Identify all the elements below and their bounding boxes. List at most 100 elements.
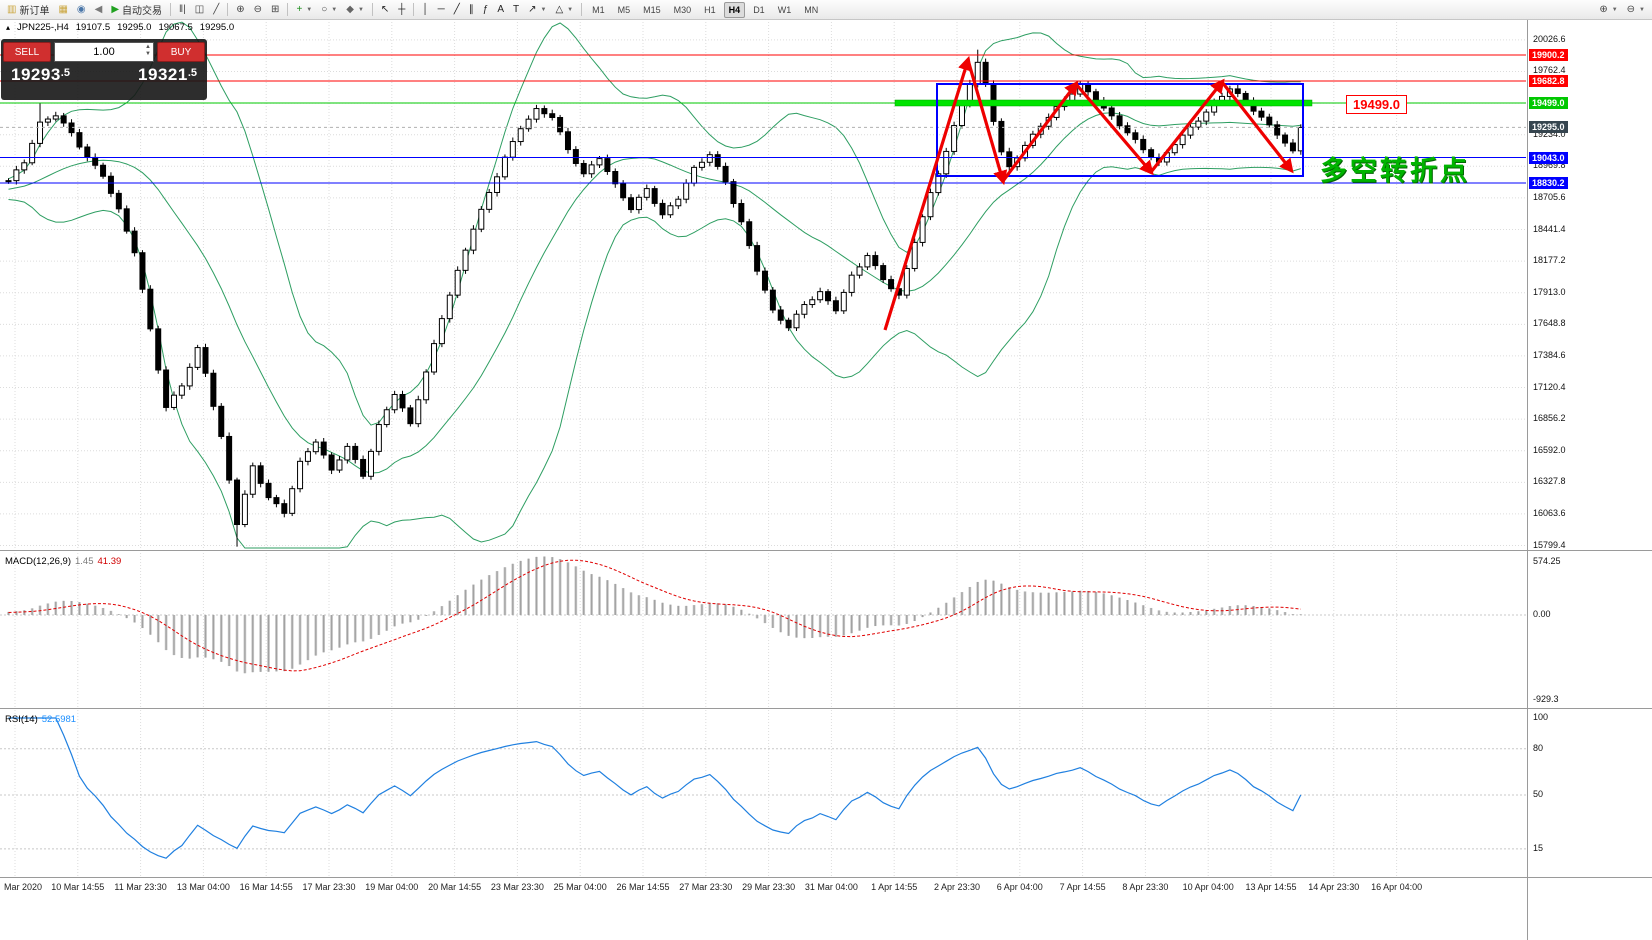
price-badge-19499.0: 19499.0 [1529, 97, 1568, 109]
timeframe-h4[interactable]: H4 [723, 1, 746, 18]
time-label: 17 Mar 23:30 [302, 882, 356, 892]
price-badge-19295.0: 19295.0 [1529, 121, 1568, 134]
arrow-tool-icon[interactable]: ↗ ▼ [524, 1, 550, 18]
timeframe-d1[interactable]: D1 [753, 4, 765, 15]
timeframe-m1[interactable]: M1 [592, 4, 605, 15]
time-axis[interactable]: Mar 2020 10 Mar 14:55 11 Mar 23:30 13 Mar 0… [0, 879, 1526, 896]
line-chart-icon[interactable]: ╱ [209, 1, 223, 18]
timeframe-w1[interactable]: W1 [777, 4, 792, 15]
magnifier-menu-icon-1[interactable]: ⊕ ▼ [1595, 1, 1621, 18]
zoom-in-icon[interactable]: ⊕ [232, 1, 248, 18]
dropdown-caret-icon[interactable]: ▼ [540, 6, 547, 13]
bars-chart-icon[interactable]: ‖| [175, 1, 190, 18]
profiles-icon: ◉ [76, 3, 86, 15]
tile-windows-icon[interactable]: ⊞ [267, 1, 283, 18]
price-badge-19682.8: 19682.8 [1529, 75, 1568, 87]
time-label: 7 Apr 14:55 [1059, 882, 1106, 892]
price-badge-19900.2: 19900.2 [1529, 49, 1568, 61]
collapse-trade-panel-icon[interactable]: ▴ [6, 23, 11, 32]
candlestick-chart-icon[interactable]: ◫ [191, 1, 208, 18]
rsi-value: 52.5981 [41, 714, 77, 725]
zoom-in-icon: ⊕ [236, 3, 245, 15]
sound-alert-icon[interactable]: ◀ [91, 1, 107, 18]
trend-arrow-5[interactable] [1149, 78, 1225, 173]
dropdown-caret-icon[interactable]: ▼ [1639, 6, 1645, 13]
autotrading-button[interactable]: ▶ 自动交易 [107, 1, 166, 18]
magnifier-menu-icon-1: ⊕ [1599, 3, 1608, 15]
dropdown-caret-icon[interactable]: ▼ [567, 6, 574, 13]
rsi-panel-splitter[interactable] [0, 708, 1652, 709]
magnifier-menu-icon-2: ⊖ [1626, 3, 1636, 15]
grid [0, 19, 1526, 876]
axis-label-16063.6: 16063.6 [1533, 507, 1566, 518]
profiles-icon[interactable]: ◉ [73, 1, 90, 18]
clock-icon[interactable]: ○ ▼ [317, 1, 341, 18]
dropdown-caret-icon[interactable]: ▼ [357, 6, 364, 13]
trend-arrow-4[interactable] [1074, 82, 1154, 176]
chart-list-icon[interactable]: ▦ [54, 1, 71, 18]
crosshair-icon[interactable]: ┼ [394, 1, 409, 18]
ohlc-low: 19067.5 [158, 22, 193, 33]
label-tool-icon: T [512, 3, 520, 15]
trendline-icon[interactable]: ╱ [450, 1, 464, 18]
main-toolbar: ▥ 新订单 ▦ ◉ ◀ ▶ 自动交易 ‖| ◫ ╱ ⊕ ⊖ ⊞ + ▼ ○ ▼ ◆ ▼ ↖ ┼ │ ─ ╱ ∥ ƒ A T ↗ ▼ △ ▼ M1… [0, 0, 1652, 20]
buy-button[interactable]: BUY [157, 42, 205, 62]
crosshair-icon: ┼ [398, 3, 406, 15]
axis-label-19762.4: 19762.4 [1533, 65, 1566, 76]
new-order-button[interactable]: ▥ 新订单 [3, 1, 53, 18]
timeframe-m30[interactable]: M30 [673, 4, 692, 15]
shapes-tool-icon[interactable]: △ ▼ [551, 1, 577, 18]
trend-arrow-6[interactable] [1220, 81, 1294, 174]
time-label: 13 Mar 04:00 [176, 882, 230, 892]
dropdown-caret-icon[interactable]: ▼ [1611, 6, 1618, 13]
new-chart-icon[interactable]: + ▼ [292, 1, 316, 18]
sell-button[interactable]: SELL [3, 42, 51, 62]
autotrading-button-label: 自动交易 [122, 6, 163, 17]
timeframe-mn[interactable]: MN [804, 4, 819, 15]
volume-up-icon[interactable]: ▲ [145, 44, 151, 50]
time-label: 31 Mar 04:00 [804, 882, 858, 892]
volume-down-icon[interactable]: ▼ [145, 51, 151, 57]
price-line-label[interactable]: 19499.0 [1346, 95, 1407, 114]
axis-label-18969.8: 18969.8 [1533, 160, 1566, 171]
fibonacci-icon[interactable]: ƒ [479, 1, 493, 18]
time-label: 29 Mar 23:30 [742, 882, 796, 892]
timeframe-m5[interactable]: M5 [617, 4, 631, 15]
chart-list-icon: ▦ [58, 3, 68, 15]
axis-label-19234.0: 19234.0 [1533, 128, 1566, 139]
horizontal-line-icon[interactable]: ─ [434, 1, 449, 18]
label-tool-icon[interactable]: T [509, 1, 523, 18]
analysis-objects[interactable] [0, 54, 1526, 331]
time-label: 20 Mar 14:55 [428, 882, 482, 892]
dropdown-caret-icon[interactable]: ▼ [331, 6, 338, 13]
axis-label-100: 100 [1533, 712, 1549, 722]
timeframe-m15[interactable]: M15 [643, 4, 661, 15]
dropdown-caret-icon[interactable]: ▼ [306, 6, 313, 13]
horizontal-line-icon: ─ [437, 3, 445, 15]
chart-properties-icon[interactable]: ◆ ▼ [342, 1, 368, 18]
zoom-out-icon[interactable]: ⊖ [250, 1, 266, 18]
axis-label-0.00: 0.00 [1533, 609, 1551, 619]
timeframe-h1[interactable]: H1 [704, 4, 716, 15]
trend-arrow-2[interactable] [966, 59, 1008, 186]
cursor-icon[interactable]: ↖ [377, 1, 393, 18]
magnifier-menu-icon-2[interactable]: ⊖ ▼ [1623, 1, 1649, 18]
channel-icon[interactable]: ∥ [465, 1, 478, 18]
trend-arrow-1[interactable] [883, 55, 972, 331]
bars-chart-icon: ‖| [179, 3, 186, 15]
macd-panel-splitter[interactable] [0, 550, 1652, 551]
vertical-line-icon[interactable]: │ [418, 1, 432, 18]
chart-annotation-text[interactable]: 多空转折点 [1320, 156, 1470, 186]
volume-stepper[interactable]: 1.00 ▲ ▼ [54, 42, 154, 62]
price-badge-19043.0: 19043.0 [1529, 151, 1568, 164]
time-label: 6 Apr 04:00 [996, 882, 1043, 892]
text-tool-icon[interactable]: A [493, 1, 508, 18]
axis-label-17913.0: 17913.0 [1533, 286, 1566, 297]
thick-support-line[interactable] [894, 99, 1313, 107]
trend-arrow-3[interactable] [1001, 80, 1079, 182]
consolidation-rectangle[interactable] [936, 83, 1304, 177]
price-axis[interactable]: 20026.619762.419498.219234.018969.818705… [1527, 19, 1652, 940]
chart-properties-icon: ◆ [346, 3, 354, 15]
